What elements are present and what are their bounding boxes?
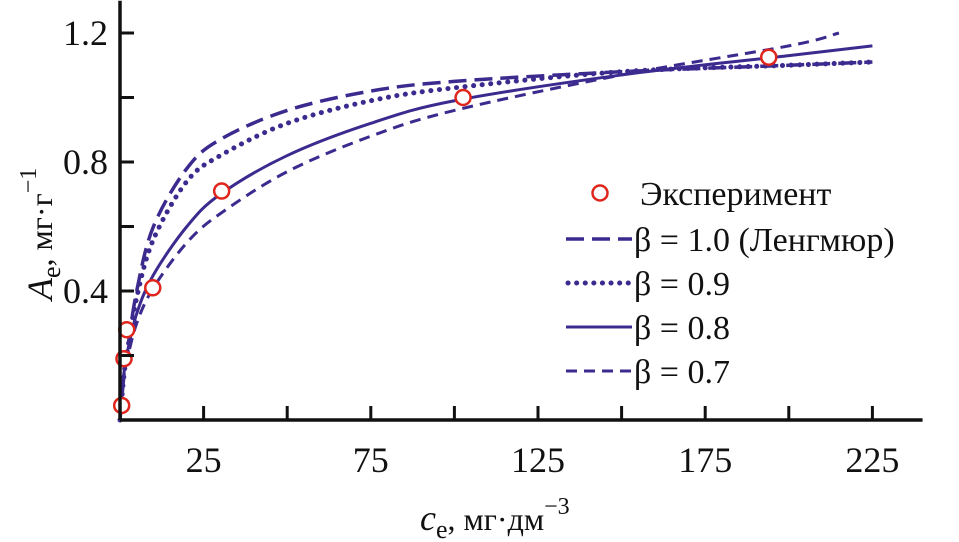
x-tick-label: 225 [845, 440, 899, 480]
series-line-2 [118, 44, 873, 421]
x-tick-label: 175 [678, 440, 732, 480]
legend-label-beta-0.7: β = 0.7 [634, 354, 730, 391]
experiment-point [212, 182, 231, 200]
y-tick-label: 1.2 [63, 13, 108, 53]
tick-labels: 25 75 125 175 225 0.4 0.8 1.2 [63, 13, 899, 480]
legend-label-beta-0.8: β = 0.8 [634, 310, 730, 347]
experiment-point [454, 88, 472, 107]
legend-label-beta-0.9: β = 0.9 [634, 266, 730, 303]
legend: Эксперимент β = 1.0 (Ленгмюр) β = 0.9 β … [565, 176, 895, 391]
legend-marker-experiment [591, 184, 609, 202]
x-tick-label: 75 [353, 440, 389, 480]
series-curves [117, 31, 875, 423]
experiment-point [759, 48, 778, 66]
x-tick-label: 25 [186, 440, 222, 480]
legend-label-beta-1.0: β = 1.0 (Ленгмюр) [634, 222, 895, 259]
y-tick-label: 0.8 [63, 142, 108, 182]
series-line-3 [118, 31, 840, 421]
axes [118, 0, 923, 422]
x-tick-label: 125 [511, 440, 565, 480]
y-axis-label: Ae, мг·г−1 [16, 168, 66, 302]
experiment-point [144, 279, 162, 297]
x-axis-label: ce, мг·дм−3 [420, 494, 570, 542]
legend-label-experiment: Эксперимент [640, 176, 831, 213]
y-tick-label: 0.4 [63, 271, 108, 311]
